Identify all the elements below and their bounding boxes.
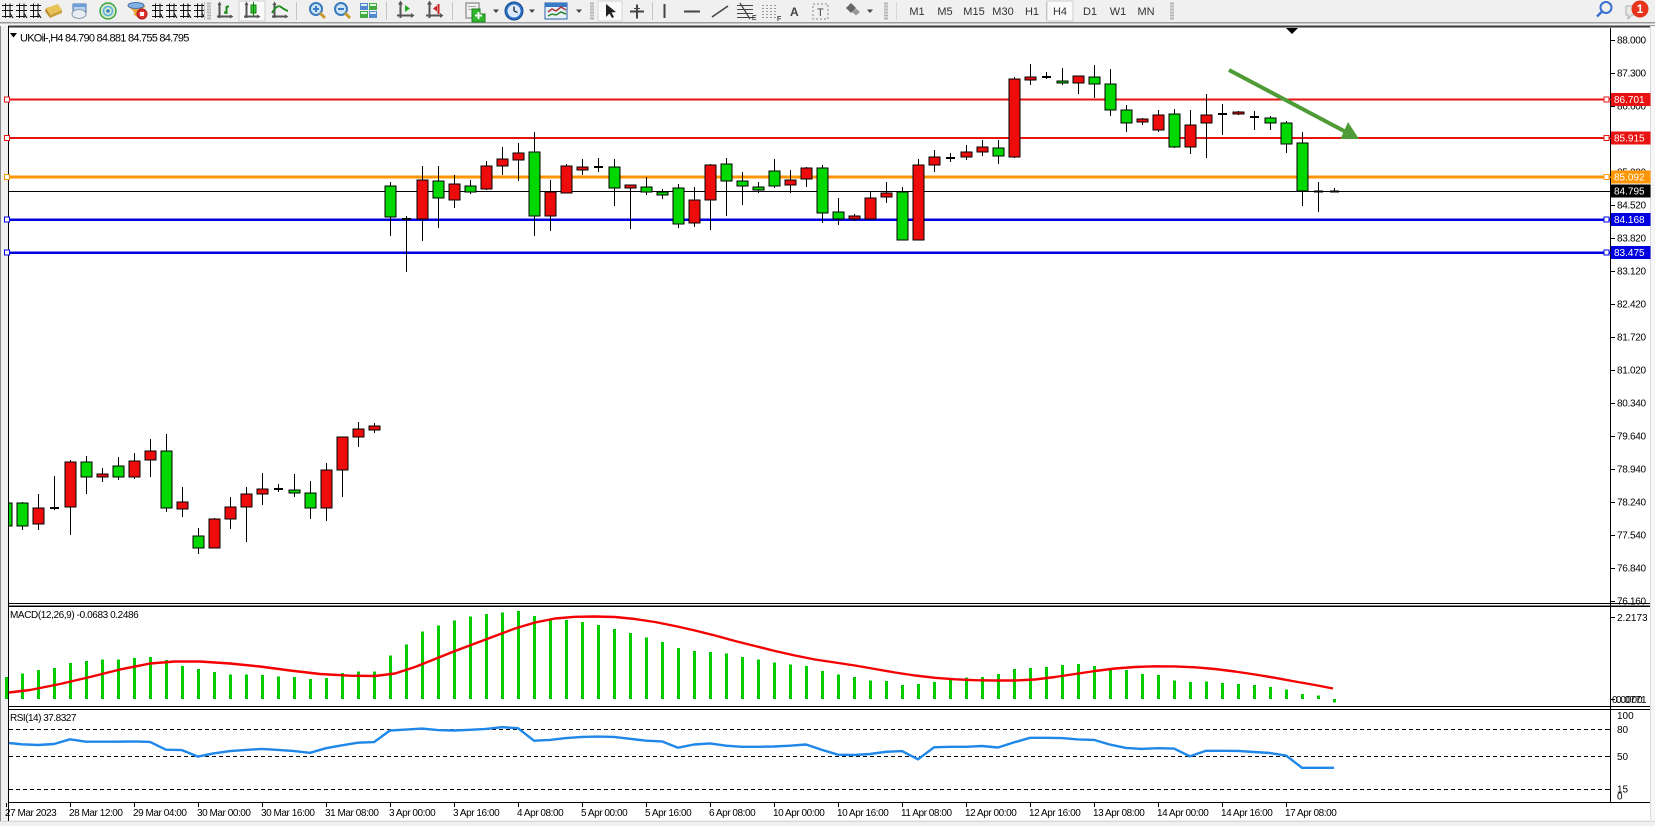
svg-text:11 Apr 08:00: 11 Apr 08:00 — [901, 808, 952, 819]
svg-text:86.600: 86.600 — [1617, 102, 1647, 113]
svg-text:78.240: 78.240 — [1617, 498, 1647, 509]
svg-text:F: F — [777, 16, 781, 23]
svg-text:10 Apr 00:00: 10 Apr 00:00 — [773, 808, 825, 819]
svg-text:12 Apr 00:00: 12 Apr 00:00 — [965, 808, 1017, 819]
svg-text:15: 15 — [1617, 785, 1629, 796]
svg-text:0.0000: 0.0000 — [1612, 695, 1643, 706]
svg-text:100: 100 — [1617, 711, 1634, 722]
svg-text:0.0771: 0.0771 — [1616, 695, 1647, 706]
svg-text:84.795: 84.795 — [1614, 187, 1645, 198]
svg-text:79.640: 79.640 — [1617, 432, 1647, 443]
svg-text:M5: M5 — [937, 6, 952, 18]
svg-text:83.475: 83.475 — [1614, 248, 1645, 259]
svg-text:17 Apr 08:00: 17 Apr 08:00 — [1285, 808, 1337, 819]
svg-text:85.092: 85.092 — [1614, 173, 1645, 184]
svg-text:5 Apr 00:00: 5 Apr 00:00 — [581, 808, 628, 819]
svg-text:30 Mar 00:00: 30 Mar 00:00 — [197, 808, 251, 819]
svg-text:81.720: 81.720 — [1617, 333, 1647, 344]
svg-text:M1: M1 — [909, 6, 924, 18]
svg-text:2.2173: 2.2173 — [1617, 613, 1648, 624]
svg-text:76.840: 76.840 — [1617, 564, 1647, 575]
svg-text:3 Apr 00:00: 3 Apr 00:00 — [389, 808, 436, 819]
svg-text:80: 80 — [1617, 725, 1629, 736]
svg-text:M30: M30 — [992, 6, 1013, 18]
svg-text:M15: M15 — [963, 6, 984, 18]
svg-text:30 Mar 16:00: 30 Mar 16:00 — [261, 808, 315, 819]
svg-text:85.915: 85.915 — [1614, 134, 1645, 145]
svg-text:6 Apr 08:00: 6 Apr 08:00 — [709, 808, 756, 819]
svg-text:4 Apr 08:00: 4 Apr 08:00 — [517, 808, 564, 819]
svg-text:80.340: 80.340 — [1617, 399, 1647, 410]
svg-text:88.000: 88.000 — [1617, 36, 1647, 47]
svg-text:1: 1 — [1637, 2, 1644, 16]
svg-text:86.701: 86.701 — [1614, 95, 1645, 106]
svg-text:H1: H1 — [1025, 6, 1039, 18]
svg-text:D1: D1 — [1083, 6, 1097, 18]
svg-text:81.020: 81.020 — [1617, 366, 1647, 377]
svg-text:UKOil-,H4 84.790 84.881 84.75: UKOil-,H4 84.790 84.881 84.755 84.795 — [20, 33, 189, 45]
svg-text:H4: H4 — [1053, 6, 1067, 18]
svg-text:W1: W1 — [1110, 6, 1127, 18]
svg-text:T: T — [817, 7, 824, 19]
svg-text:87.300: 87.300 — [1617, 69, 1647, 80]
svg-text:13 Apr 08:00: 13 Apr 08:00 — [1093, 808, 1145, 819]
svg-text:MACD(12,26,9) -0.0683 0.2486: MACD(12,26,9) -0.0683 0.2486 — [10, 610, 139, 621]
svg-text:83.120: 83.120 — [1617, 267, 1647, 278]
svg-text:28 Mar 12:00: 28 Mar 12:00 — [69, 808, 123, 819]
svg-text:E: E — [752, 15, 757, 22]
svg-text:5 Apr 16:00: 5 Apr 16:00 — [645, 808, 692, 819]
svg-text:14 Apr 16:00: 14 Apr 16:00 — [1221, 808, 1273, 819]
svg-text:27 Mar 2023: 27 Mar 2023 — [5, 808, 57, 819]
svg-text:0: 0 — [1617, 792, 1623, 803]
svg-text:A: A — [790, 5, 799, 19]
svg-text:MN: MN — [1137, 6, 1154, 18]
svg-text:82.420: 82.420 — [1617, 300, 1647, 311]
svg-text:3 Apr 16:00: 3 Apr 16:00 — [453, 808, 500, 819]
svg-text:29 Mar 04:00: 29 Mar 04:00 — [133, 808, 187, 819]
svg-text:31 Mar 08:00: 31 Mar 08:00 — [325, 808, 379, 819]
svg-text:84.520: 84.520 — [1617, 201, 1647, 212]
svg-text:76.160: 76.160 — [1617, 597, 1647, 608]
svg-text:10 Apr 16:00: 10 Apr 16:00 — [837, 808, 889, 819]
svg-text:77.540: 77.540 — [1617, 531, 1647, 542]
svg-text:14 Apr 00:00: 14 Apr 00:00 — [1157, 808, 1209, 819]
svg-text:RSI(14) 37.8327: RSI(14) 37.8327 — [10, 713, 77, 724]
svg-text:12 Apr 16:00: 12 Apr 16:00 — [1029, 808, 1081, 819]
svg-text:78.940: 78.940 — [1617, 465, 1647, 476]
svg-text:83.820: 83.820 — [1617, 234, 1647, 245]
svg-text:84.168: 84.168 — [1614, 215, 1645, 226]
svg-text:50: 50 — [1617, 752, 1629, 763]
